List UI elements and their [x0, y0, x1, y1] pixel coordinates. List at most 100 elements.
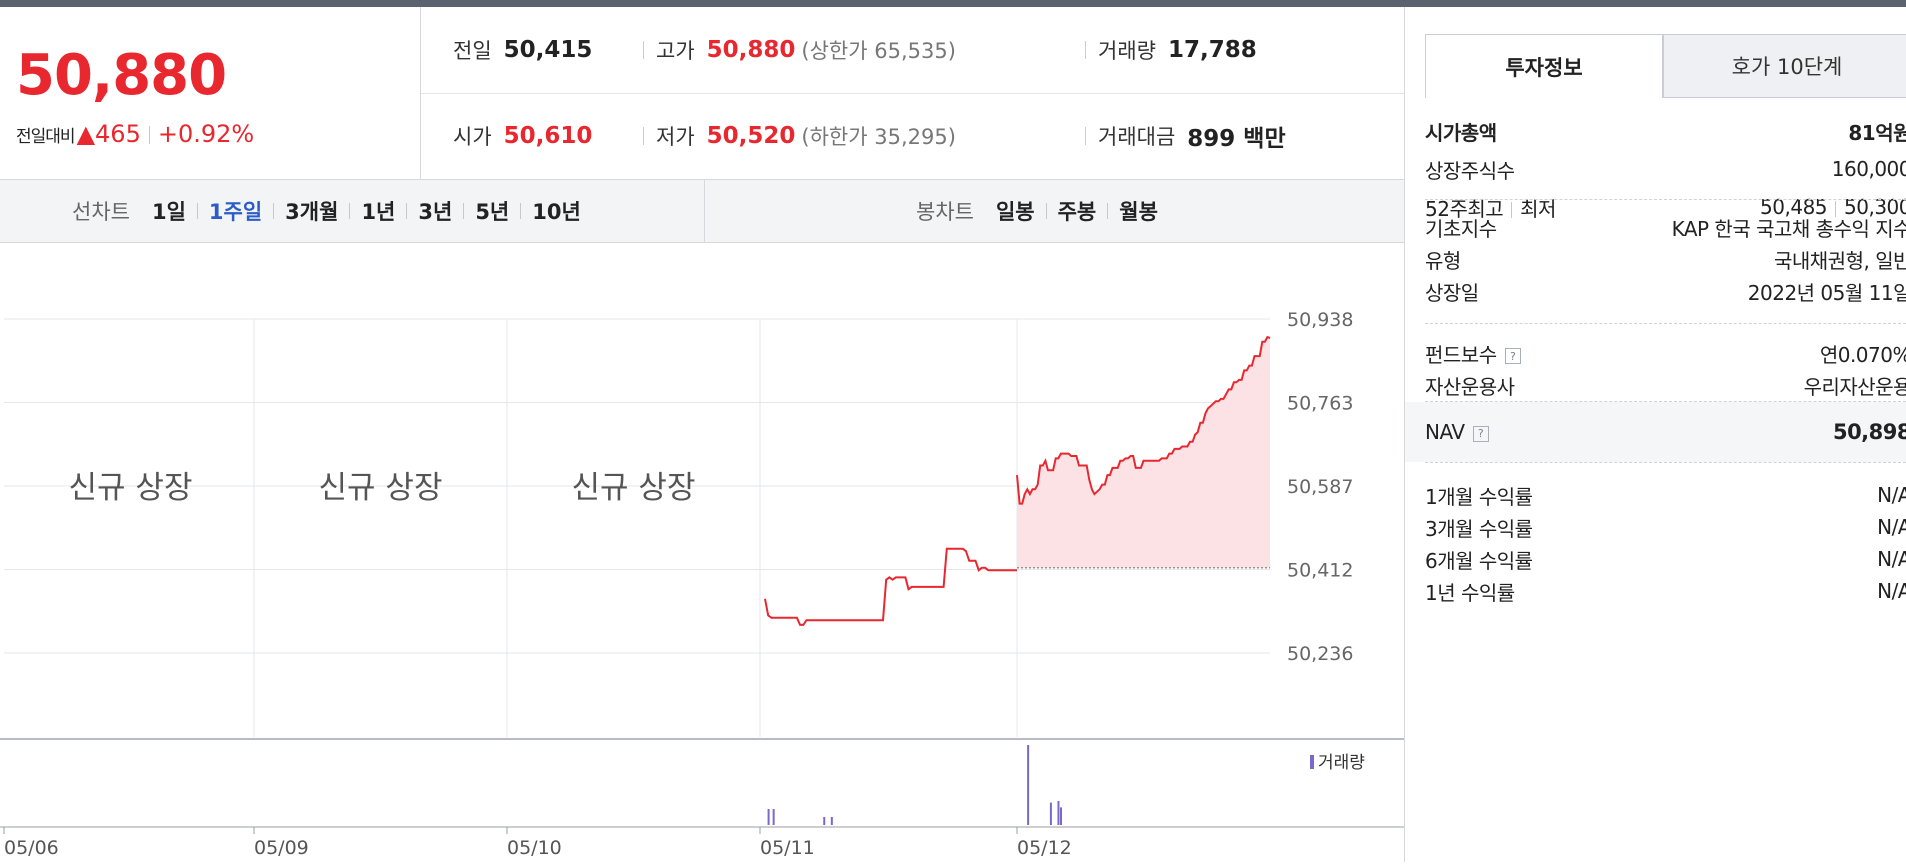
new-listing-label: 신규 상장 — [319, 470, 443, 506]
candle-weekly[interactable]: 주봉 — [1057, 200, 1097, 224]
quote-info-row: 시가 50,610 저가 50,520 (하한가 35,295) 거래대금 89… — [421, 93, 1404, 179]
volume-value: 17,788 — [1167, 37, 1257, 63]
candle-chart-options: 봉차트 일봉 주봉 월봉 — [706, 180, 1404, 242]
divider — [349, 203, 351, 219]
y-tick-label: 50,763 — [1287, 393, 1353, 415]
quote-info-grid: 전일 50,415 고가 50,880 (상한가 65,535) 거래량 17,… — [421, 7, 1404, 179]
candle-monthly[interactable]: 월봉 — [1119, 200, 1158, 224]
fund-type-row: 유형 국내채권형, 일반 — [1425, 241, 1906, 277]
return-1y-row: 1년 수익률 N/A — [1425, 573, 1906, 609]
y-tick-label: 50,587 — [1287, 476, 1353, 498]
asset-manager-label: 자산운용사 — [1425, 374, 1515, 399]
section-divider — [1425, 323, 1906, 324]
quote-info-row: 전일 50,415 고가 50,880 (상한가 65,535) 거래량 17,… — [421, 7, 1404, 94]
period-5y[interactable]: 5년 — [475, 200, 510, 224]
nav-value: 50,898 — [1832, 420, 1906, 444]
index-value: KAP 한국 국고채 총수익 지수 — [1671, 216, 1906, 241]
week52-low-label: 최저 — [1520, 196, 1556, 221]
volume-bar — [1057, 801, 1060, 825]
fund-fee-row: 펀드보수? 연0.070% — [1425, 335, 1906, 371]
market-cap-row: 시가총액 81억원 — [1425, 113, 1906, 149]
period-3y[interactable]: 3년 — [418, 200, 453, 224]
top-accent-bar — [0, 0, 1906, 7]
tab-investment-info[interactable]: 투자정보 — [1425, 34, 1663, 98]
divider — [196, 203, 198, 219]
current-price: 50,880 — [16, 43, 227, 108]
period-1y[interactable]: 1년 — [361, 200, 396, 224]
return-6m-value: N/A — [1877, 547, 1906, 571]
divider — [1085, 41, 1086, 59]
volume-bar — [823, 817, 826, 825]
chart-controls: 선차트 1일 1주일 3개월 1년 3년 5년 10년 봉차트 일봉 주봉 월봉 — [0, 179, 1404, 243]
return-1y-label: 1년 수익률 — [1425, 580, 1515, 605]
fund-type-value: 국내채권형, 일반 — [1773, 248, 1906, 273]
low-cell: 저가 50,520 (하한가 35,295) — [643, 93, 956, 179]
candle-daily[interactable]: 일봉 — [995, 200, 1035, 224]
price-chart-svg: 50,938 50,763 50,587 50,412 50,236 신규 상장 신규 상장… — [0, 309, 1404, 859]
amount-cell: 거래대금 899 백만 — [1085, 93, 1286, 179]
amount-value: 899 백만 — [1187, 126, 1286, 152]
y-tick-label: 50,236 — [1287, 643, 1353, 665]
change-value: 465 — [95, 120, 141, 148]
volume-legend-label: 거래량 — [1318, 753, 1365, 773]
divider — [520, 203, 522, 219]
open-value: 50,610 — [503, 123, 593, 149]
fund-fee-value: 연0.070% — [1819, 342, 1906, 367]
divider — [148, 126, 150, 144]
price-area — [1017, 337, 1270, 568]
prev-close-cell: 전일 50,415 — [453, 7, 592, 93]
help-icon[interactable]: ? — [1504, 348, 1521, 364]
low-label: 저가 — [656, 125, 695, 149]
amount-label: 거래대금 — [1098, 125, 1176, 149]
return-6m-label: 6개월 수익률 — [1425, 548, 1533, 573]
return-1m-label: 1개월 수익률 — [1425, 484, 1533, 509]
candle-chart-title: 봉차트 — [916, 200, 974, 224]
return-1m-value: N/A — [1877, 483, 1906, 507]
divider — [406, 203, 408, 219]
return-3m-label: 3개월 수익률 — [1425, 516, 1533, 541]
volume-bar — [1060, 807, 1063, 825]
divider — [1107, 203, 1109, 219]
market-cap-value: 81억원 — [1848, 120, 1906, 145]
return-1m-row: 1개월 수익률 N/A — [1425, 477, 1906, 513]
change-label: 전일대비 — [16, 127, 76, 147]
listing-date-row: 상장일 2022년 05월 11일 — [1425, 273, 1906, 309]
period-1w[interactable]: 1주일 — [208, 200, 263, 224]
help-icon[interactable]: ? — [1472, 425, 1489, 442]
asset-manager-row: 자산운용사 우리자산운용 — [1425, 367, 1906, 403]
x-tick-label: 05/09 — [254, 837, 309, 859]
new-listing-label: 신규 상장 — [69, 470, 193, 506]
high-value: 50,880 — [706, 37, 796, 63]
price-chart: 50,938 50,763 50,587 50,412 50,236 신규 상장 신규 상장… — [0, 242, 1404, 862]
shares-row: 상장주식수 160,000 — [1425, 151, 1906, 187]
line-chart-options: 선차트 1일 1주일 3개월 1년 3년 5년 10년 — [0, 180, 705, 242]
return-1y-value: N/A — [1877, 579, 1906, 603]
divider — [1835, 200, 1837, 217]
divider — [1085, 127, 1086, 145]
volume-bar — [1027, 745, 1030, 825]
divider — [273, 203, 275, 219]
fund-fee-label: 펀드보수? — [1425, 339, 1521, 368]
x-tick-label: 05/10 — [507, 837, 562, 859]
price-line-0511 — [764, 547, 1017, 626]
low-value: 50,520 — [706, 123, 796, 149]
volume-label: 거래량 — [1098, 39, 1156, 63]
y-tick-label: 50,938 — [1287, 309, 1353, 331]
period-3m[interactable]: 3개월 — [285, 200, 339, 224]
divider — [1511, 202, 1513, 218]
index-row: 기초지수 KAP 한국 국고채 총수익 지수 — [1425, 209, 1906, 245]
volume-cell: 거래량 17,788 — [1085, 7, 1257, 93]
change-percent: +0.92% — [157, 120, 255, 148]
x-tick-label: 05/06 — [4, 837, 59, 859]
high-label: 고가 — [656, 39, 695, 63]
shares-label: 상장주식수 — [1425, 158, 1515, 183]
tab-order-book[interactable]: 호가 10단계 — [1663, 34, 1906, 98]
open-label: 시가 — [453, 125, 492, 149]
period-1d[interactable]: 1일 — [151, 200, 186, 224]
section-divider — [1425, 401, 1906, 402]
return-3m-row: 3개월 수익률 N/A — [1425, 509, 1906, 545]
section-divider — [1425, 462, 1906, 463]
asset-manager-value: 우리자산운용 — [1803, 374, 1906, 399]
period-10y[interactable]: 10년 — [532, 200, 581, 224]
up-arrow-icon: ▲ — [76, 120, 96, 148]
